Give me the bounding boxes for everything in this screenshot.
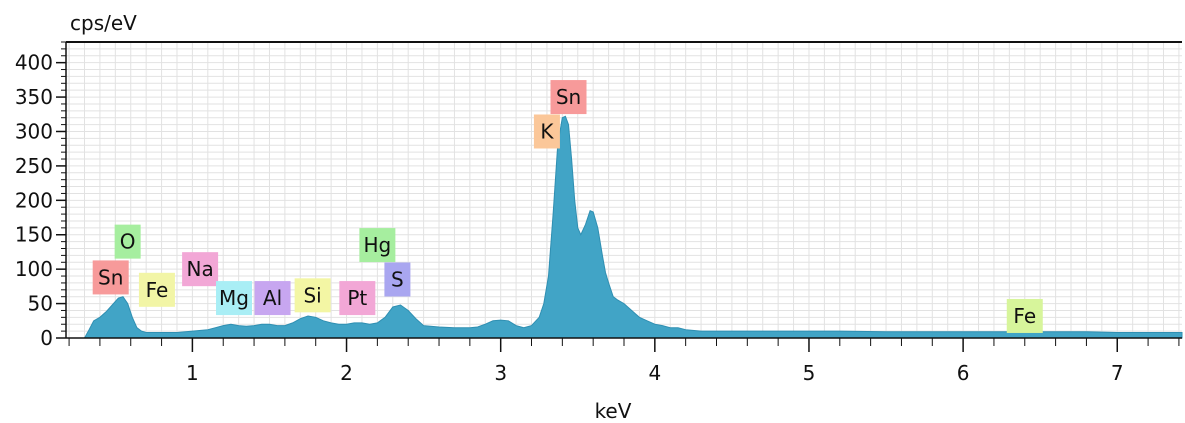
element-label-text: Pt (347, 286, 367, 310)
element-label-text: Fe (1013, 304, 1036, 328)
element-label: O (114, 224, 141, 259)
element-label-box (92, 260, 129, 295)
element-label-box (138, 272, 175, 307)
element-label: K (533, 114, 560, 149)
element-label-text: Na (186, 257, 213, 281)
element-label-text: S (391, 267, 404, 291)
element-label: Si (294, 278, 331, 313)
element-label-text: O (120, 230, 136, 254)
element-label: Sn (550, 80, 587, 115)
element-label-text: Sn (98, 265, 123, 289)
y-ticks: 0 50 100 150 200 250 300 350 400 (15, 41, 66, 350)
element-label-text: Fe (146, 278, 169, 302)
element-label-box (550, 80, 587, 115)
y-tick-label: 300 (15, 119, 53, 143)
element-label-text: Si (303, 283, 321, 307)
x-tick-label: 1 (186, 361, 199, 385)
y-tick-label: 350 (15, 85, 53, 109)
element-label-text: Mg (219, 286, 249, 310)
element-label-box (114, 224, 141, 259)
element-label-text: Sn (556, 85, 581, 109)
y-axis-title: cps/eV (70, 11, 137, 35)
element-label-box (182, 252, 219, 287)
element-label: Hg (359, 228, 396, 263)
x-ticks: 1 2 3 4 5 6 7 (68, 338, 1180, 385)
element-label: Al (254, 281, 291, 316)
element-label-box (1006, 298, 1043, 333)
element-label-box (339, 281, 376, 316)
x-tick-label: 5 (803, 361, 816, 385)
element-label: Sn (92, 260, 129, 295)
y-tick-label: 0 (40, 326, 53, 350)
element-label-box (533, 114, 560, 149)
element-label: S (384, 262, 411, 297)
element-label-box (384, 262, 411, 297)
x-tick-label: 3 (494, 361, 507, 385)
y-tick-label: 400 (15, 51, 53, 75)
y-tick-label: 150 (15, 223, 53, 247)
x-tick-label: 4 (648, 361, 661, 385)
element-label: Mg (216, 281, 253, 316)
x-axis-title: keV (595, 399, 632, 423)
element-label: Fe (1006, 298, 1043, 333)
element-label-text: K (540, 119, 554, 143)
y-tick-label: 250 (15, 154, 53, 178)
x-tick-label: 7 (1111, 361, 1124, 385)
element-label: Na (182, 252, 219, 287)
element-label: Pt (339, 281, 376, 316)
element-label-box (254, 281, 291, 316)
y-tick-label: 200 (15, 188, 53, 212)
x-tick-label: 2 (340, 361, 353, 385)
x-tick-label: 6 (957, 361, 970, 385)
spectrum-area (83, 115, 1183, 339)
axes: 0 50 100 150 200 250 300 350 400 1 2 3 4 5 6 7 (15, 41, 1182, 385)
element-label: Fe (138, 272, 175, 307)
element-label-text: Al (263, 286, 282, 310)
y-tick-label: 100 (15, 257, 53, 281)
element-label-text: Hg (364, 233, 392, 257)
element-label-box (294, 278, 331, 313)
element-label-box (359, 228, 396, 263)
element-label-box (216, 281, 253, 316)
y-tick-label: 50 (28, 292, 53, 316)
